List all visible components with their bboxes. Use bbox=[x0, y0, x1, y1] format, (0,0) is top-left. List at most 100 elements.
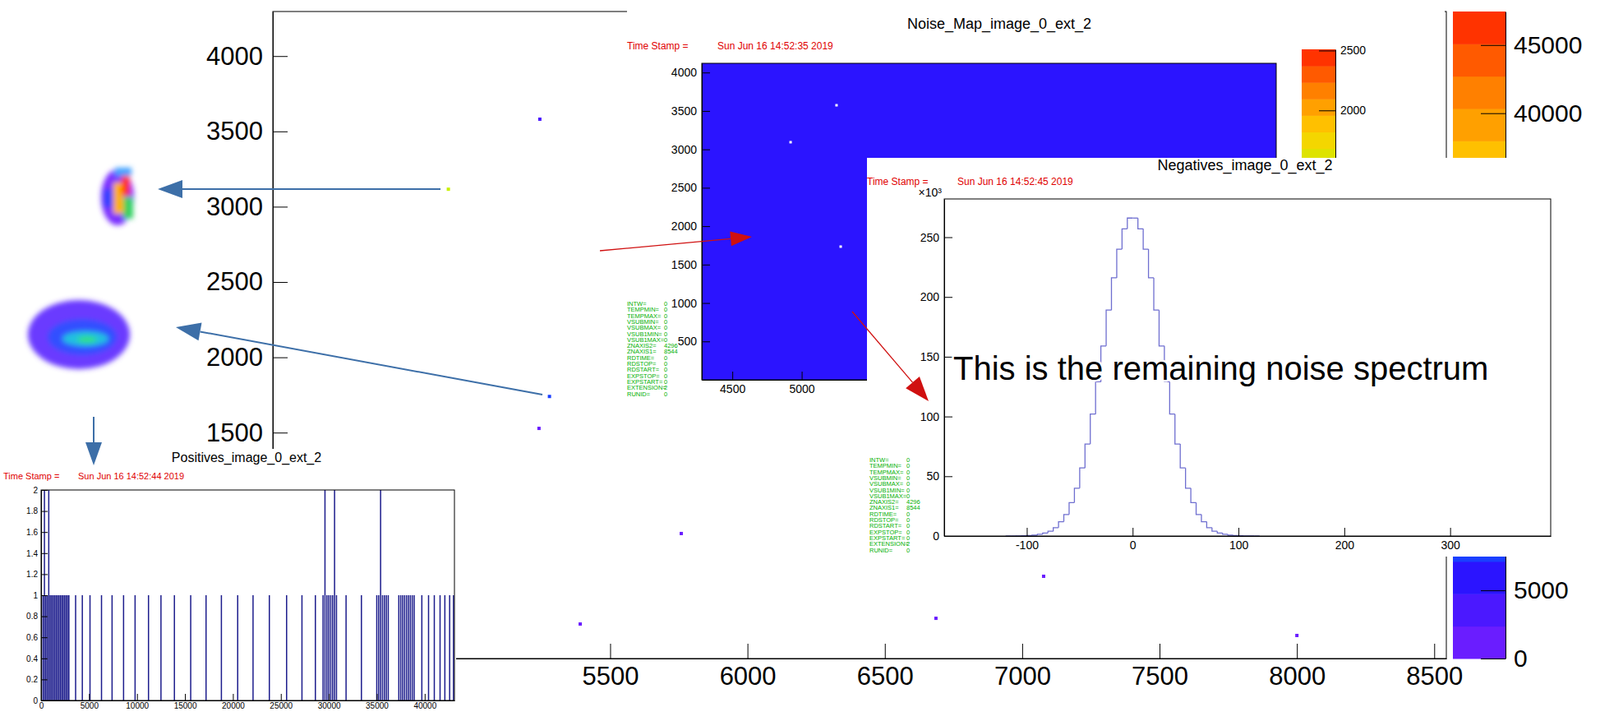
tick-mark bbox=[1132, 527, 1134, 536]
tick: 5500 bbox=[581, 643, 639, 691]
tick-label: 3000 bbox=[206, 192, 263, 222]
tick-label: 0.2 bbox=[26, 674, 38, 684]
histogram-step bbox=[1180, 443, 1186, 468]
histogram-step bbox=[1227, 534, 1233, 535]
colorbar-band bbox=[1301, 132, 1336, 150]
bar bbox=[405, 594, 408, 701]
bar bbox=[383, 594, 386, 701]
histogram-step bbox=[1138, 217, 1144, 229]
bar bbox=[64, 594, 66, 701]
tick: 6500 bbox=[857, 643, 914, 691]
bar bbox=[42, 594, 45, 701]
bar bbox=[411, 594, 414, 701]
bar bbox=[62, 594, 65, 701]
tick: 0 bbox=[932, 529, 953, 543]
inset-blob bbox=[27, 299, 130, 369]
tick-mark bbox=[732, 371, 734, 380]
bar bbox=[401, 594, 404, 701]
bar bbox=[221, 594, 223, 701]
tick: 45000 bbox=[1480, 31, 1582, 59]
bar bbox=[268, 594, 271, 701]
bar bbox=[385, 594, 388, 701]
tick-mark bbox=[1159, 643, 1161, 659]
colorbar-band bbox=[1301, 98, 1336, 116]
tick-label: 2500 bbox=[1340, 43, 1366, 57]
bar bbox=[324, 489, 327, 701]
tick-mark bbox=[944, 535, 953, 537]
bar bbox=[74, 594, 77, 701]
inset-blob bbox=[77, 336, 97, 343]
bar bbox=[46, 594, 49, 701]
tick-label: 4000 bbox=[206, 41, 263, 71]
bar bbox=[314, 594, 317, 701]
tick: 5000 bbox=[1480, 576, 1569, 604]
stats-value: 0 bbox=[663, 390, 668, 398]
histogram-step bbox=[1053, 527, 1059, 531]
tick-label: 8500 bbox=[1406, 661, 1463, 691]
bar bbox=[448, 594, 451, 701]
tick-mark bbox=[701, 187, 711, 189]
histogram-step bbox=[1153, 277, 1159, 310]
bar bbox=[360, 594, 363, 701]
tick-mark bbox=[1480, 45, 1506, 47]
inset-blob bbox=[115, 167, 132, 176]
tick-label: 200 bbox=[920, 290, 941, 304]
bar bbox=[236, 594, 239, 701]
tick: 0.6 bbox=[26, 632, 48, 642]
tick-label: 2000 bbox=[671, 219, 697, 233]
tick-label: 200 bbox=[1335, 538, 1356, 552]
histogram-step bbox=[1201, 514, 1207, 522]
tick: 20000 bbox=[221, 693, 245, 711]
tick-mark bbox=[701, 149, 711, 151]
annotation: This is the remaining noise spectrum bbox=[953, 350, 1489, 387]
bar bbox=[52, 594, 55, 701]
histogram-step bbox=[1196, 502, 1202, 515]
tick-label: 0.4 bbox=[26, 654, 38, 664]
histogram-step bbox=[1090, 414, 1096, 444]
bar bbox=[398, 594, 401, 701]
bar bbox=[59, 594, 62, 701]
bar bbox=[378, 594, 380, 701]
tick: 100 bbox=[1229, 527, 1250, 552]
arrow bbox=[157, 179, 441, 199]
tick-label: 500 bbox=[677, 334, 698, 348]
tick-mark bbox=[281, 693, 282, 701]
tick: 2000 bbox=[671, 219, 711, 233]
bar bbox=[56, 594, 59, 701]
tick: 1500 bbox=[671, 258, 711, 272]
zoom-insets bbox=[27, 167, 134, 369]
histogram-step bbox=[1132, 217, 1138, 219]
tick-label: 3500 bbox=[206, 116, 263, 146]
tick-label: 8000 bbox=[1268, 661, 1326, 691]
tick-mark bbox=[944, 296, 953, 298]
inset-blob bbox=[47, 318, 117, 356]
bar bbox=[81, 594, 83, 701]
tick-label: 0.8 bbox=[26, 611, 38, 621]
tick-label: 0 bbox=[932, 529, 940, 543]
hit-pixel bbox=[537, 426, 541, 430]
bar bbox=[444, 594, 447, 701]
plot-marks bbox=[42, 489, 453, 701]
stats-value: 0 bbox=[906, 546, 910, 554]
histogram-step bbox=[1084, 443, 1090, 468]
histogram-step bbox=[1158, 309, 1164, 346]
bar bbox=[387, 594, 390, 701]
bar bbox=[330, 594, 332, 701]
axis-line bbox=[944, 199, 946, 537]
bar bbox=[379, 489, 382, 701]
axis-multiplier: ×10³ bbox=[918, 185, 943, 199]
tick: 40000 bbox=[1480, 99, 1582, 127]
time-stamp: Sun Jun 16 14:52:35 2019 bbox=[717, 40, 834, 52]
tick-label: 0.6 bbox=[26, 632, 38, 642]
tick-mark bbox=[802, 371, 803, 380]
tick: 10000 bbox=[125, 693, 149, 711]
histogram-step bbox=[1217, 530, 1222, 533]
tick-mark bbox=[41, 700, 48, 701]
tick-label: 5000 bbox=[80, 700, 100, 711]
colorbar-band bbox=[1452, 76, 1506, 110]
histogram-step bbox=[1143, 228, 1149, 249]
inset-blob bbox=[62, 331, 109, 346]
time-stamp-label: Time Stamp = bbox=[627, 40, 689, 52]
tick-mark bbox=[272, 432, 288, 434]
hit-pixel bbox=[447, 187, 451, 191]
